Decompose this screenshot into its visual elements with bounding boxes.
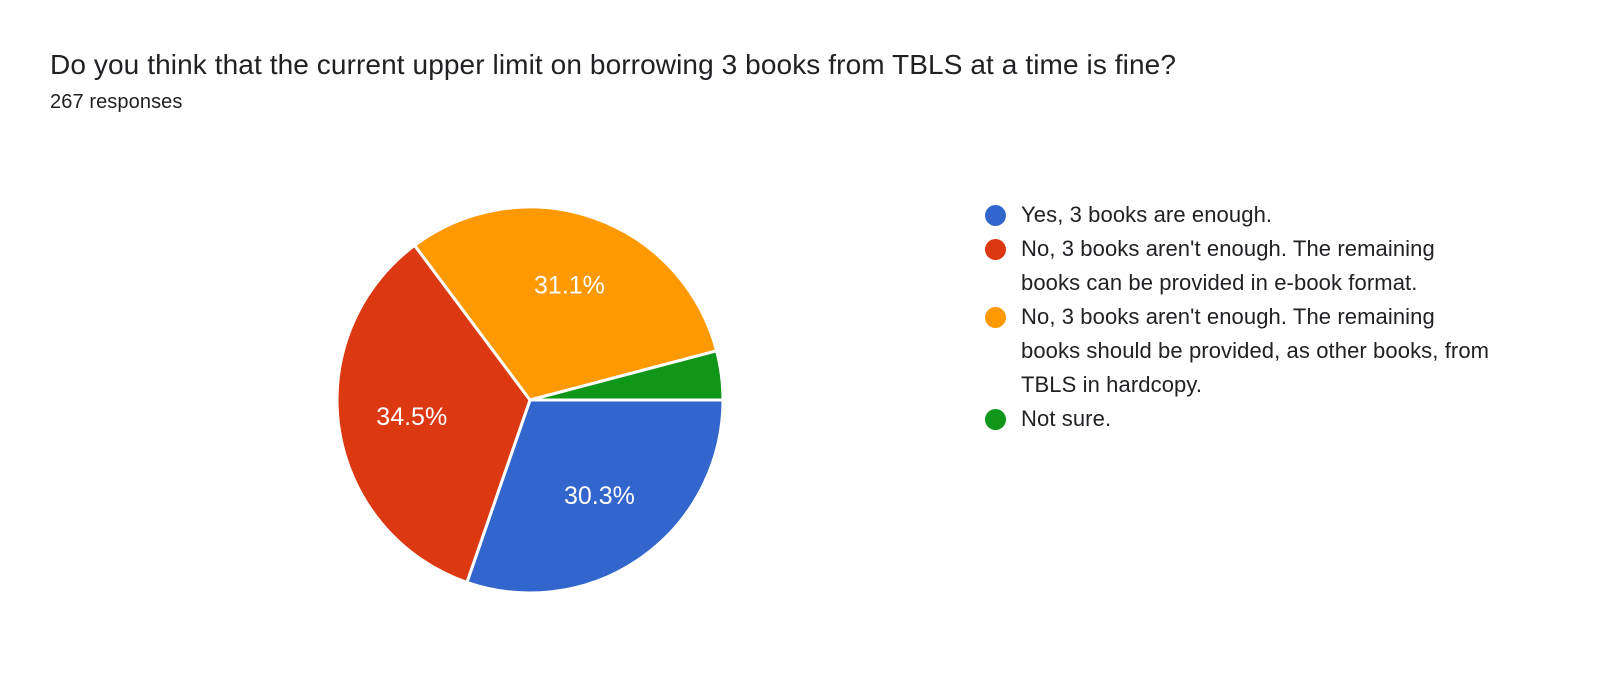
- chart-header: Do you think that the current upper limi…: [50, 48, 1490, 114]
- pie-slice-percent-label: 30.3%: [564, 482, 635, 510]
- pie-slice[interactable]: [465, 398, 725, 595]
- legend-swatch-blue-icon: [985, 205, 1006, 226]
- response-count: 267 responses: [50, 91, 183, 113]
- pie-slice[interactable]: [335, 243, 532, 584]
- legend-item-label: Yes, 3 books are enough.: [1021, 202, 1273, 227]
- legend-swatch-green-icon: [985, 409, 1006, 430]
- plot-area: 30.3% 34.5% 31.1%: [0, 150, 960, 670]
- legend-item-label: No, 3 books aren't enough. The remaining…: [1021, 236, 1435, 295]
- page-title: Do you think that the current upper limi…: [50, 49, 1177, 80]
- legend-item[interactable]: No, 3 books aren't enough. The remaining…: [985, 300, 1505, 402]
- legend-item[interactable]: No, 3 books aren't enough. The remaining…: [985, 232, 1505, 300]
- pie-slice[interactable]: [413, 205, 719, 402]
- pie-slice-percent-label: 34.5%: [376, 403, 447, 431]
- pie-slice-percent-label: 31.1%: [534, 272, 605, 300]
- legend-item[interactable]: Not sure.: [985, 402, 1505, 436]
- legend-item-label: No, 3 books aren't enough. The remaining…: [1021, 304, 1490, 397]
- pie-chart-svg: 30.3% 34.5% 31.1%: [335, 205, 725, 595]
- legend: Yes, 3 books are enough. No, 3 books aren…: [985, 198, 1505, 436]
- pie-slice[interactable]: [528, 349, 725, 402]
- pie-slice-group: [335, 205, 725, 595]
- legend-swatch-orange-icon: [985, 307, 1006, 328]
- legend-item-label: Not sure.: [1021, 406, 1112, 431]
- legend-item[interactable]: Yes, 3 books are enough.: [985, 198, 1505, 232]
- legend-swatch-red-icon: [985, 239, 1006, 260]
- pie-label-group: 30.3% 34.5% 31.1%: [376, 272, 635, 510]
